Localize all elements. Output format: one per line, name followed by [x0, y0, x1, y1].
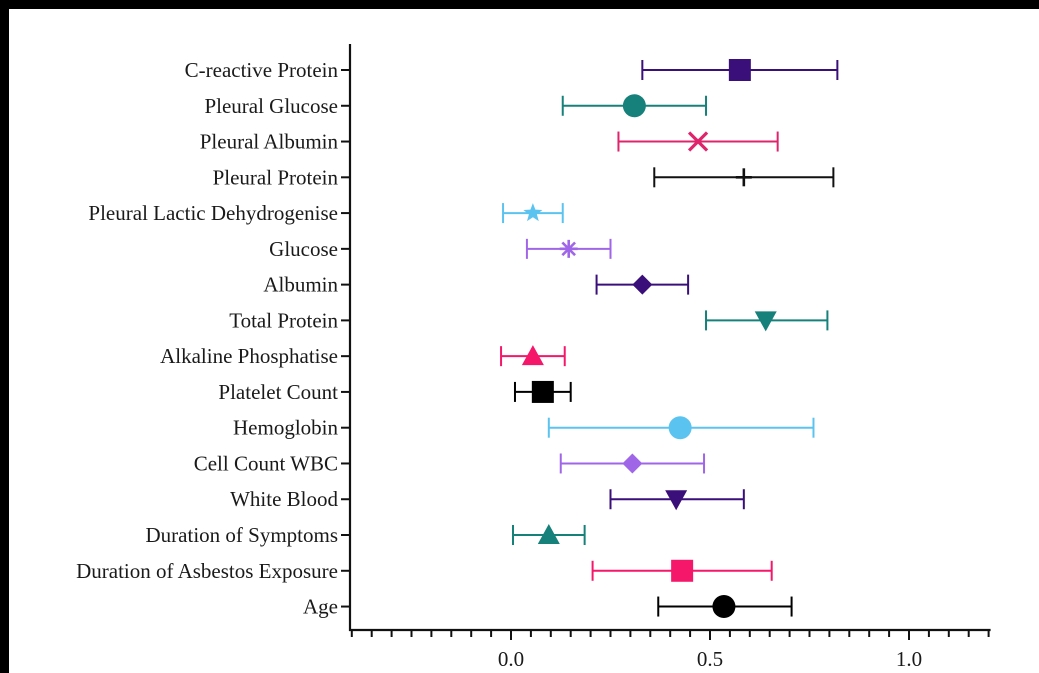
- estimate-marker: [622, 453, 643, 474]
- forest-row: Pleural Glucose: [204, 94, 708, 118]
- forest-row: C-reactive Protein: [185, 58, 839, 82]
- estimate-marker: [622, 94, 646, 118]
- estimate-marker: [668, 416, 692, 440]
- forest-row: Cell Count WBC: [194, 451, 706, 475]
- estimate-marker: [531, 380, 554, 403]
- forest-row: White Blood: [230, 487, 745, 511]
- forest-row: Pleural Protein: [213, 165, 835, 189]
- forest-row: Platelet Count: [218, 380, 572, 404]
- estimate-marker: [665, 490, 688, 511]
- row-label: Total Protein: [229, 308, 338, 332]
- estimate-marker: [735, 168, 752, 187]
- forest-row: Glucose: [269, 237, 612, 261]
- estimate-marker: [728, 59, 751, 81]
- row-label: Pleural Glucose: [204, 94, 338, 118]
- x-tick-label: 0.0: [498, 647, 524, 671]
- row-label: C-reactive Protein: [185, 58, 339, 82]
- estimate-marker: [537, 524, 560, 545]
- row-label: Pleural Albumin: [200, 130, 339, 154]
- row-label: Alkaline Phosphatise: [160, 344, 338, 368]
- forest-row: Alkaline Phosphatise: [160, 344, 566, 368]
- x-tick-label: 0.5: [697, 647, 723, 671]
- row-label: Pleural Protein: [213, 165, 339, 189]
- estimate-marker: [632, 274, 653, 295]
- forest-row: Pleural Lactic Dehydrogenise: [88, 201, 564, 225]
- row-label: White Blood: [230, 487, 338, 511]
- y-axis: [341, 44, 352, 631]
- forest-row: Total Protein: [229, 308, 829, 332]
- row-label: Cell Count WBC: [194, 451, 338, 475]
- forest-row: Age: [303, 595, 793, 619]
- estimate-marker: [521, 345, 544, 366]
- x-axis: 0.0 0.5 1.0: [349, 628, 991, 671]
- x-tick-label: 1.0: [896, 647, 922, 671]
- forest-row: Pleural Albumin: [200, 130, 779, 154]
- row-label: Duration of Asbestos Exposure: [76, 559, 338, 583]
- row-label: Hemoglobin: [233, 416, 338, 440]
- estimate-marker: [712, 595, 736, 619]
- forest-row: Duration of Asbestos Exposure: [76, 559, 773, 583]
- estimate-marker: [523, 203, 543, 222]
- row-label: Albumin: [263, 273, 338, 297]
- row-label: Pleural Lactic Dehydrogenise: [88, 201, 338, 225]
- estimate-marker: [559, 239, 578, 258]
- estimate-marker: [671, 559, 694, 582]
- row-label: Platelet Count: [218, 380, 338, 404]
- estimate-marker: [754, 311, 777, 332]
- estimate-marker: [687, 131, 709, 152]
- row-label: Glucose: [269, 237, 338, 261]
- row-label: Age: [303, 595, 338, 619]
- row-label: Duration of Symptoms: [146, 523, 339, 547]
- forest-row: Albumin: [263, 273, 690, 297]
- forest-row: Duration of Symptoms: [146, 523, 586, 547]
- plot-rows: C-reactive Protein Pleural Glucose Pleural…: [76, 58, 839, 619]
- forest-row: Hemoglobin: [233, 416, 815, 440]
